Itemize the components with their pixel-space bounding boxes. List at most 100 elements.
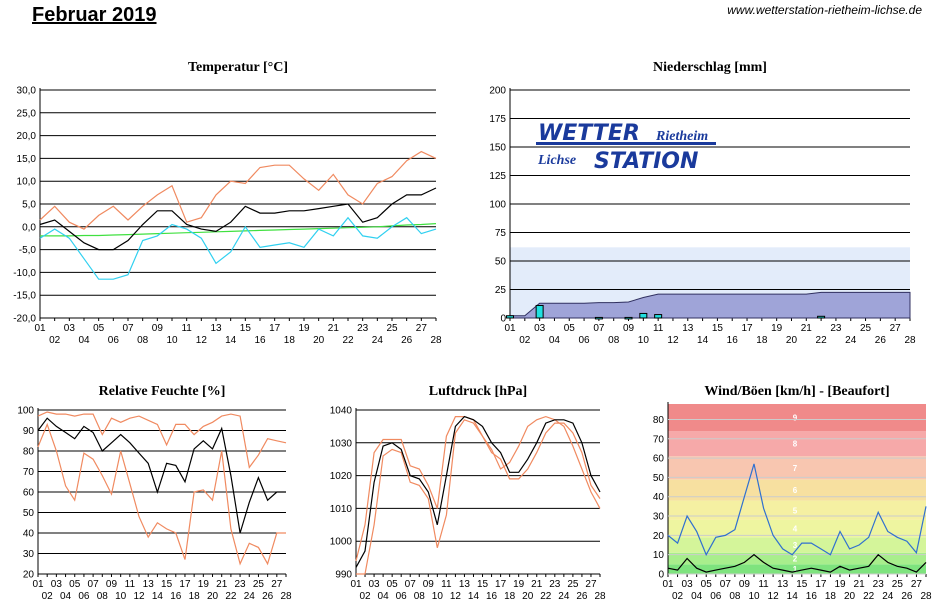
humidity-xtick-label: 04 <box>60 591 72 602</box>
wind-ytick-label: 30 <box>653 512 665 523</box>
precipitation-cumulative-area <box>509 291 911 319</box>
temperature-xtick-label: 13 <box>210 323 222 334</box>
precipitation-xtick-label: 03 <box>534 323 546 334</box>
wind-mean-line <box>667 553 927 573</box>
pressure-xtick-label: 08 <box>414 591 426 602</box>
pressure-ytick-label: 1030 <box>330 438 353 449</box>
precipitation-xtick-label: 10 <box>638 335 650 346</box>
wind-xtick-label: 24 <box>882 591 894 602</box>
temperature-xtick-label: 08 <box>137 335 149 346</box>
humidity-xtick-label: 03 <box>51 579 63 590</box>
humidity-xtick-label: 02 <box>42 591 54 602</box>
temperature-ytick-label: -5,0 <box>19 245 37 256</box>
pressure-xtick-label: 24 <box>558 591 570 602</box>
wind-ytick-label: 70 <box>653 434 665 445</box>
wind-xtick-label: 18 <box>825 591 837 602</box>
wind-xtick-label: 12 <box>768 591 780 602</box>
temperature-xtick-label: 16 <box>254 335 266 346</box>
pressure-xtick-label: 10 <box>432 591 444 602</box>
temperature-xtick-label: 01 <box>34 323 46 334</box>
precipitation-xtick-label: 01 <box>504 323 516 334</box>
wind-xtick-label: 01 <box>662 579 674 590</box>
wind-ytick-label: 50 <box>653 473 665 484</box>
wind-xtick-label: 03 <box>682 579 694 590</box>
wind-beaufort-label: 7 <box>793 464 798 473</box>
precipitation-daily-bar <box>639 312 648 319</box>
temperature-ground-line <box>40 223 437 237</box>
pressure-xtick-label: 23 <box>549 579 561 590</box>
humidity-xtick-label: 07 <box>88 579 100 590</box>
wind-beaufort-label: 1 <box>793 565 798 574</box>
pressure-xtick-label: 18 <box>504 591 516 602</box>
wind-xtick-label: 09 <box>739 579 751 590</box>
wind-xtick-label: 04 <box>691 591 703 602</box>
precipitation-xtick-label: 04 <box>549 335 561 346</box>
humidity-xtick-label: 20 <box>207 591 219 602</box>
pressure-xtick-label: 25 <box>567 579 579 590</box>
pressure-xtick-label: 20 <box>522 591 534 602</box>
wind-ytick-label: 60 <box>653 454 665 465</box>
temperature-chart-title: Temperatur [°C] <box>187 60 289 75</box>
pressure-xtick-label: 01 <box>350 579 362 590</box>
precipitation-xtick-label: 05 <box>564 323 576 334</box>
humidity-max-line <box>37 411 287 469</box>
pressure-xtick-label: 21 <box>531 579 543 590</box>
humidity-xtick-label: 27 <box>271 579 283 590</box>
humidity-xtick-label: 11 <box>125 579 136 590</box>
precipitation-daily-bar <box>535 304 544 319</box>
humidity-xtick-label: 05 <box>69 579 81 590</box>
pressure-xtick-label: 07 <box>405 579 417 590</box>
site-url[interactable]: www.wetterstation-rietheim-lichse.de <box>727 3 922 17</box>
wind-xtick-label: 02 <box>672 591 684 602</box>
wind-xtick-label: 16 <box>806 591 818 602</box>
logo-text-rietheim: Rietheim <box>655 129 708 144</box>
precipitation-daily-bar <box>594 316 603 320</box>
wind-ytick-label: 40 <box>653 492 665 503</box>
page-title: Februar 2019 <box>32 4 157 26</box>
precipitation-xtick-label: 25 <box>860 323 872 334</box>
humidity-ytick-label: 70 <box>23 467 35 478</box>
temperature-xtick-label: 05 <box>93 323 105 334</box>
pressure-xtick-label: 19 <box>513 579 525 590</box>
wind-xtick-label: 22 <box>863 591 875 602</box>
wind-beaufort-label: 4 <box>793 525 798 534</box>
humidity-xtick-label: 18 <box>189 591 201 602</box>
wind-ytick-label: 0 <box>658 570 664 581</box>
temperature-xtick-label: 10 <box>166 335 178 346</box>
precipitation-xtick-label: 11 <box>653 323 664 334</box>
temperature-xtick-label: 21 <box>328 323 340 334</box>
temperature-xtick-label: 25 <box>386 323 398 334</box>
pressure-ytick-label: 1000 <box>330 537 353 548</box>
humidity-xtick-label: 21 <box>216 579 228 590</box>
temperature-ytick-label: -20,0 <box>13 314 36 325</box>
wind-xtick-label: 20 <box>844 591 856 602</box>
precipitation-chart-title: Niederschlag [mm] <box>653 60 767 75</box>
temperature-ytick-label: 20,0 <box>17 131 37 142</box>
precipitation-xtick-label: 12 <box>667 335 679 346</box>
precipitation-xtick-label: 26 <box>875 335 887 346</box>
temperature-ytick-label: -15,0 <box>13 291 36 302</box>
humidity-ytick-label: 30 <box>23 549 35 560</box>
wind-xtick-label: 11 <box>758 579 769 590</box>
wind-beaufort-band <box>668 404 926 432</box>
precipitation-xtick-label: 20 <box>786 335 798 346</box>
precipitation-xtick-label: 02 <box>519 335 531 346</box>
precipitation-xtick-label: 18 <box>756 335 768 346</box>
wind-xtick-label: 23 <box>873 579 885 590</box>
temperature-xtick-label: 02 <box>49 335 61 346</box>
temperature-xtick-label: 20 <box>313 335 325 346</box>
precipitation-daily-bar <box>817 315 826 319</box>
humidity-xtick-label: 15 <box>161 579 173 590</box>
logo-text-station: STATION <box>594 149 698 174</box>
wind-xtick-label: 10 <box>748 591 760 602</box>
temperature-xtick-label: 23 <box>357 323 369 334</box>
humidity-xtick-label: 06 <box>78 591 90 602</box>
pressure-xtick-label: 27 <box>585 579 597 590</box>
precipitation-xtick-label: 13 <box>682 323 694 334</box>
wind-ytick-label: 20 <box>653 531 665 542</box>
temperature-ytick-label: 0,0 <box>22 222 36 233</box>
wind-ytick-label: 10 <box>653 550 665 561</box>
logo-text-wetter: WETTER <box>538 121 640 146</box>
temperature-max-line <box>39 150 437 230</box>
precipitation-xtick-label: 14 <box>697 335 709 346</box>
